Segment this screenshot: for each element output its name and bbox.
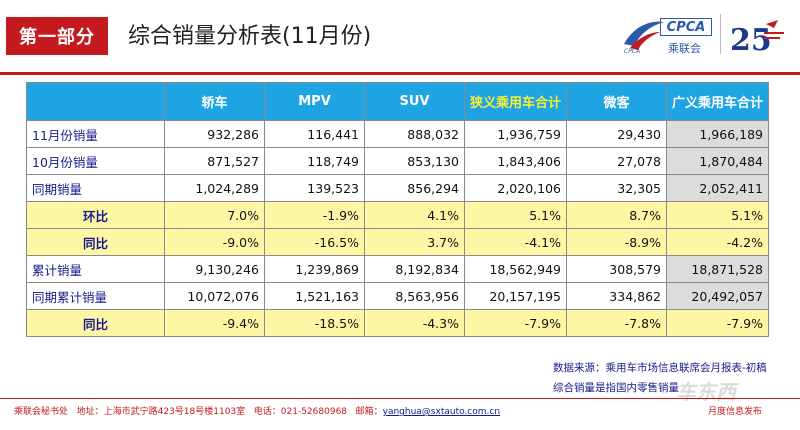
watermark: 车东西: [676, 380, 736, 404]
row-label: 10月份销量: [26, 147, 165, 175]
table-cell: -4.1%: [464, 228, 567, 256]
table-row: 同期销量 1,024,289 139,523 856,294 2,020,106 32,3…: [26, 174, 769, 202]
table-cell: 3.7%: [364, 228, 465, 256]
footer-email-link[interactable]: yanghua@sxtauto.com.cn: [382, 407, 501, 417]
table-cell: -1.9%: [264, 201, 365, 229]
table-cell: 20,492,057: [666, 282, 769, 310]
table-cell: 334,862: [566, 282, 667, 310]
footer-phone: 021-52680968: [280, 407, 348, 417]
header-cell-narrow-total: 狭义乘用车合计: [464, 82, 567, 121]
table-cell: 8,192,834: [364, 255, 465, 283]
table-cell: 871,527: [164, 147, 265, 175]
header-cell-broad-total: 广义乘用车合计: [666, 82, 769, 121]
table-cell: 1,966,189: [666, 120, 769, 148]
logo-area: CPCA 乘联会 CPCA 25: [618, 10, 788, 62]
table-cell: 139,523: [264, 174, 365, 202]
footer-rule: [0, 398, 800, 399]
footer-email-label: 邮箱：: [355, 407, 383, 417]
table-cell: -7.9%: [666, 309, 769, 337]
header-cell-suv: SUV: [364, 82, 465, 121]
row-label: 同比: [26, 309, 165, 337]
table-cell: 1,521,163: [264, 282, 365, 310]
table-cell: 888,032: [364, 120, 465, 148]
footer-right-note: 月度信息发布: [708, 407, 763, 417]
table-cell: -9.4%: [164, 309, 265, 337]
row-label: 同期累计销量: [26, 282, 165, 310]
footer-address-label: 地址：: [76, 407, 104, 417]
table-cell: 116,441: [264, 120, 365, 148]
table-cell: 10,072,076: [164, 282, 265, 310]
table-cell: -4.3%: [364, 309, 465, 337]
table-cell: 7.0%: [164, 201, 265, 229]
table-cell: 932,286: [164, 120, 265, 148]
header-cell-sedan: 轿车: [164, 82, 265, 121]
row-label: 累计销量: [26, 255, 165, 283]
page-title: 综合销量分析表(11月份): [128, 24, 372, 49]
table-cell: 27,078: [566, 147, 667, 175]
logo-divider: [720, 14, 721, 54]
table-row: 累计销量 9,130,246 1,239,869 8,192,834 18,562,94…: [26, 255, 769, 283]
table-cell: 32,305: [566, 174, 667, 202]
table-cell: -18.5%: [264, 309, 365, 337]
table-header-row: 轿车 MPV SUV 狭义乘用车合计 微客 广义乘用车合计: [26, 82, 769, 121]
header-cell-mpv: MPV: [264, 82, 365, 121]
table-cell: 308,579: [566, 255, 667, 283]
table-cell: 2,020,106: [464, 174, 567, 202]
cpca-swoosh-icon: [624, 21, 664, 50]
table-cell: 856,294: [364, 174, 465, 202]
table-row: 同期累计销量 10,072,076 1,521,163 8,563,956 20,157…: [26, 282, 769, 310]
section-tag: 第一部分: [6, 17, 108, 55]
table-row: 11月份销量 932,286 116,441 888,032 1,936,759 29,4…: [26, 120, 769, 148]
table-cell: -9.0%: [164, 228, 265, 256]
table-cell: 1,870,484: [666, 147, 769, 175]
table-cell: 5.1%: [666, 201, 769, 229]
table-cell: 1,024,289: [164, 174, 265, 202]
table-row: 环比 7.0% -1.9% 4.1% 5.1% 8.7% 5.1%: [26, 201, 769, 229]
anniversary-25-logo: 25: [730, 20, 784, 58]
table-cell: -7.9%: [464, 309, 567, 337]
table-cell: 18,562,949: [464, 255, 567, 283]
svg-text:25: 25: [730, 23, 772, 58]
table-cell: 1,239,869: [264, 255, 365, 283]
row-label: 11月份销量: [26, 120, 165, 148]
table-cell: 29,430: [566, 120, 667, 148]
table-cell: 4.1%: [364, 201, 465, 229]
table-row: 同比 -9.4% -18.5% -4.3% -7.9% -7.8% -7.9%: [26, 309, 769, 337]
cpca-en-name: CPCA: [624, 48, 641, 55]
table-cell: -16.5%: [264, 228, 365, 256]
slide-header: 第一部分 综合销量分析表(11月份) CPCA 乘联会 CPCA 25: [0, 0, 800, 72]
header-cell-minivan: 微客: [566, 82, 667, 121]
table-cell: 18,871,528: [666, 255, 769, 283]
footer-phone-label: 电话：: [253, 407, 281, 417]
table-row: 同比 -9.0% -16.5% 3.7% -4.1% -8.9% -4.2%: [26, 228, 769, 256]
table-cell: 8.7%: [566, 201, 667, 229]
table-cell: -7.8%: [566, 309, 667, 337]
table-cell: 20,157,195: [464, 282, 567, 310]
row-label: 同比: [26, 228, 165, 256]
note-definition: 综合销量是指国内零售销量: [553, 382, 679, 394]
table-cell: -4.2%: [666, 228, 769, 256]
header-rule: [0, 72, 800, 75]
header-cell-blank: [26, 82, 165, 121]
row-label: 环比: [26, 201, 165, 229]
note-data-source: 数据来源：乘用车市场信息联席会月报表-初稿: [553, 362, 767, 374]
row-label: 同期销量: [26, 174, 165, 202]
table-cell: 8,563,956: [364, 282, 465, 310]
footer-org: 乘联会秘书处: [14, 407, 69, 417]
table-notes: 数据来源：乘用车市场信息联席会月报表-初稿 综合销量是指国内零售销量: [553, 358, 767, 398]
cpca-logo: CPCA: [660, 18, 712, 36]
footer: 乘联会秘书处 地址：上海市武宁路423号18号楼1103室 电话：021-526…: [14, 404, 500, 417]
table-cell: 2,052,411: [666, 174, 769, 202]
table-row: 10月份销量 871,527 118,749 853,130 1,843,406 27,0…: [26, 147, 769, 175]
table-cell: 118,749: [264, 147, 365, 175]
table-cell: 1,843,406: [464, 147, 567, 175]
table-cell: 5.1%: [464, 201, 567, 229]
sales-table: 轿车 MPV SUV 狭义乘用车合计 微客 广义乘用车合计 11月份销量 932,…: [26, 82, 769, 337]
table-cell: 1,936,759: [464, 120, 567, 148]
cpca-cn-name: 乘联会: [668, 42, 701, 55]
table-cell: -8.9%: [566, 228, 667, 256]
table-cell: 853,130: [364, 147, 465, 175]
footer-address: 上海市武宁路423号18号楼1103室: [103, 407, 246, 417]
table-cell: 9,130,246: [164, 255, 265, 283]
